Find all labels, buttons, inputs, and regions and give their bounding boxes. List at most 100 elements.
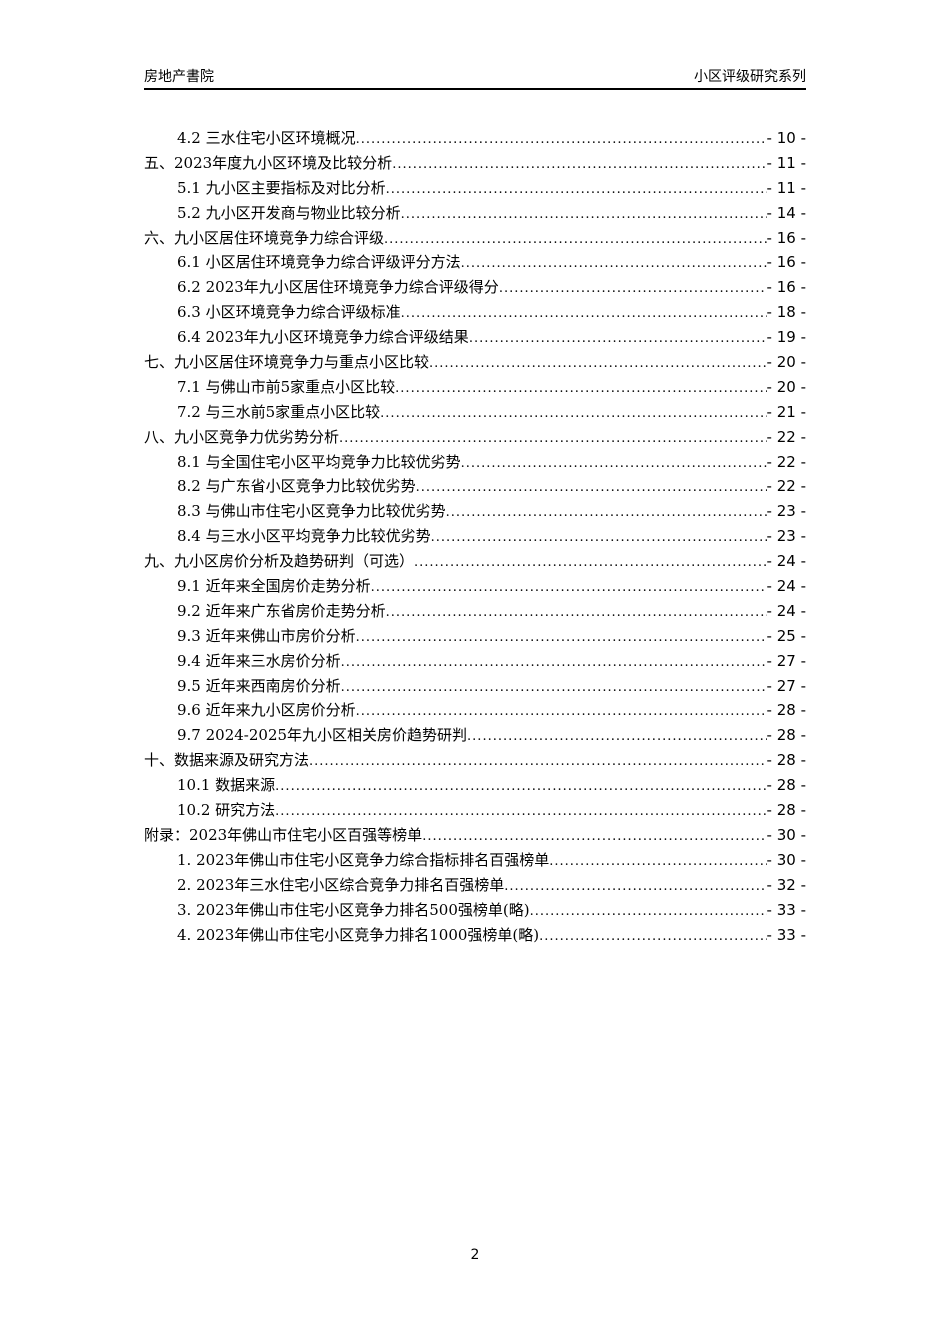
toc-leader-dots bbox=[416, 476, 767, 499]
toc-entry[interactable]: 7.2 与三水前5家重点小区比较 - 21 - bbox=[144, 400, 806, 425]
toc-entry-title[interactable]: 9.7 2024-2025年九小区相关房价趋势研判 bbox=[177, 726, 468, 745]
toc-leader-dots bbox=[309, 750, 767, 773]
toc-entry-title[interactable]: 8.3 与佛山市住宅小区竞争力比较优劣势 bbox=[177, 502, 446, 521]
toc-entry-title[interactable]: 1. 2023年佛山市住宅小区竞争力综合指标排名百强榜单 bbox=[177, 850, 550, 869]
toc-leader-dots bbox=[446, 501, 767, 524]
toc-entry[interactable]: 6.4 2023年九小区环境竞争力综合评级结果 - 19 - bbox=[144, 325, 806, 350]
toc-entry-page: - 22 - bbox=[766, 427, 806, 446]
toc-entry[interactable]: 五、2023年度九小区环境及比较分析 - 11 - bbox=[144, 151, 806, 176]
toc-leader-dots bbox=[467, 725, 767, 748]
toc-entry-title[interactable]: 八、九小区竞争力优劣势分析 bbox=[144, 427, 340, 446]
toc-entry-page: - 28 - bbox=[766, 751, 806, 770]
toc-entry-title[interactable]: 9.5 近年来西南房价分析 bbox=[177, 676, 341, 695]
toc-leader-dots bbox=[461, 252, 767, 275]
toc-entry-title[interactable]: 七、九小区居住环境竞争力与重点小区比较 bbox=[144, 353, 430, 372]
toc-entry-title[interactable]: 六、九小区居住环境竞争力综合评级 bbox=[144, 228, 385, 247]
toc-entry[interactable]: 9.3 近年来佛山市房价分析 - 25 - bbox=[144, 624, 806, 649]
toc-entry-title[interactable]: 3. 2023年佛山市住宅小区竞争力排名500强榜单(略) bbox=[177, 900, 530, 919]
toc-entry[interactable]: 8.3 与佛山市住宅小区竞争力比较优劣势 - 23 - bbox=[144, 499, 806, 524]
toc-entry[interactable]: 2. 2023年三水住宅小区综合竞争力排名百强榜单 - 32 - bbox=[144, 873, 806, 898]
toc-entry[interactable]: 4. 2023年佛山市住宅小区竞争力排名1000强榜单(略) - 33 - bbox=[144, 923, 806, 948]
toc-entry-title[interactable]: 7.1 与佛山市前5家重点小区比较 bbox=[177, 377, 396, 396]
toc-entry[interactable]: 八、九小区竞争力优劣势分析 - 22 - bbox=[144, 425, 806, 450]
toc-leader-dots bbox=[401, 203, 767, 226]
toc-entry-title[interactable]: 附录：2023年佛山市住宅小区百强等榜单 bbox=[144, 825, 423, 844]
toc-entry[interactable]: 9.7 2024-2025年九小区相关房价趋势研判 - 28 - bbox=[144, 723, 806, 748]
toc-leader-dots bbox=[539, 925, 766, 948]
toc-entry[interactable]: 七、九小区居住环境竞争力与重点小区比较 - 20 - bbox=[144, 350, 806, 375]
toc-entry-title[interactable]: 2. 2023年三水住宅小区综合竞争力排名百强榜单 bbox=[177, 875, 505, 894]
toc-entry-title[interactable]: 8.1 与全国住宅小区平均竞争力比较优劣势 bbox=[177, 452, 461, 471]
toc-entry-title[interactable]: 4.2 三水住宅小区环境概况 bbox=[177, 129, 356, 147]
toc-entry-page: - 21 - bbox=[766, 402, 806, 421]
toc-entry-title[interactable]: 9.6 近年来九小区房价分析 bbox=[177, 701, 356, 720]
toc-entry-title[interactable]: 6.3 小区环境竞争力综合评级标准 bbox=[177, 303, 401, 322]
toc-entry-page: - 11 - bbox=[766, 178, 806, 197]
toc-entry[interactable]: 5.2 九小区开发商与物业比较分析 - 14 - bbox=[144, 201, 806, 226]
toc-entry-page: - 11 - bbox=[766, 153, 806, 172]
header-series: 小区评级研究系列 bbox=[694, 69, 806, 85]
toc-entry-page: - 32 - bbox=[766, 875, 806, 894]
toc-entry[interactable]: 8.1 与全国住宅小区平均竞争力比较优劣势 - 22 - bbox=[144, 450, 806, 475]
toc-entry-page: - 33 - bbox=[766, 925, 806, 944]
toc-entry-title[interactable]: 10.1 数据来源 bbox=[177, 776, 276, 795]
toc-entry[interactable]: 10.1 数据来源 - 28 - bbox=[144, 773, 806, 798]
toc-entry-page: - 23 - bbox=[766, 502, 806, 521]
toc-entry-page: - 28 - bbox=[766, 701, 806, 720]
toc-leader-dots bbox=[395, 377, 766, 400]
toc-entry[interactable]: 7.1 与佛山市前5家重点小区比较 - 20 - bbox=[144, 375, 806, 400]
toc-entry[interactable]: 9.4 近年来三水房价分析 - 27 - bbox=[144, 649, 806, 674]
toc-entry[interactable]: 10.2 研究方法 - 28 - bbox=[144, 798, 806, 823]
toc-entry[interactable]: 六、九小区居住环境竞争力综合评级 - 16 - bbox=[144, 226, 806, 251]
toc-entry-title[interactable]: 10.2 研究方法 bbox=[177, 801, 276, 820]
toc-entry-title[interactable]: 6.1 小区居住环境竞争力综合评级评分方法 bbox=[177, 253, 461, 272]
toc-entry-page: - 25 - bbox=[766, 626, 806, 645]
toc-entry-page: - 10 - bbox=[766, 129, 806, 147]
toc-entry[interactable]: 1. 2023年佛山市住宅小区竞争力综合指标排名百强榜单 - 30 - bbox=[144, 848, 806, 873]
toc-entry[interactable]: 九、九小区房价分析及趋势研判（可选） - 24 - bbox=[144, 549, 806, 574]
toc-entry-title[interactable]: 5.1 九小区主要指标及对比分析 bbox=[177, 178, 386, 197]
toc-entry-page: - 22 - bbox=[766, 477, 806, 496]
toc-entry-title[interactable]: 6.4 2023年九小区环境竞争力综合评级结果 bbox=[177, 328, 469, 347]
toc-entry-title[interactable]: 九、九小区房价分析及趋势研判（可选） bbox=[144, 552, 415, 571]
toc-entry[interactable]: 9.1 近年来全国房价走势分析 - 24 - bbox=[144, 574, 806, 599]
toc-entry-title[interactable]: 4. 2023年佛山市住宅小区竞争力排名1000强榜单(略) bbox=[177, 925, 540, 944]
toc-entry[interactable]: 9.5 近年来西南房价分析 - 27 - bbox=[144, 674, 806, 699]
toc-entry-title[interactable]: 6.2 2023年九小区居住环境竞争力综合评级得分 bbox=[177, 278, 499, 297]
toc-entry[interactable]: 8.4 与三水小区平均竞争力比较优劣势 - 23 - bbox=[144, 524, 806, 549]
toc-entry-page: - 28 - bbox=[766, 801, 806, 820]
toc-entry[interactable]: 6.1 小区居住环境竞争力综合评级评分方法 - 16 - bbox=[144, 250, 806, 275]
toc-entry-title[interactable]: 5.2 九小区开发商与物业比较分析 bbox=[177, 203, 401, 222]
toc-entry-title[interactable]: 五、2023年度九小区环境及比较分析 bbox=[144, 153, 393, 172]
toc-entry[interactable]: 3. 2023年佛山市住宅小区竞争力排名500强榜单(略) - 33 - bbox=[144, 898, 806, 923]
toc-entry-title[interactable]: 8.2 与广东省小区竞争力比较优劣势 bbox=[177, 477, 416, 496]
toc-entry-page: - 23 - bbox=[766, 527, 806, 546]
toc-entry-title[interactable]: 8.4 与三水小区平均竞争力比较优劣势 bbox=[177, 527, 431, 546]
toc-leader-dots bbox=[401, 302, 767, 325]
toc-leader-dots bbox=[275, 800, 766, 823]
toc-leader-dots bbox=[339, 427, 767, 450]
toc-entry[interactable]: 9.2 近年来广东省房价走势分析 - 24 - bbox=[144, 599, 806, 624]
toc-entry[interactable]: 十、数据来源及研究方法 - 28 - bbox=[144, 748, 806, 773]
toc-leader-dots bbox=[530, 900, 767, 923]
toc-entry[interactable]: 附录：2023年佛山市住宅小区百强等榜单 - 30 - bbox=[144, 823, 806, 848]
toc-entry[interactable]: 9.6 近年来九小区房价分析 - 28 - bbox=[144, 698, 806, 723]
toc-entry-page: - 30 - bbox=[766, 825, 806, 844]
toc-entry[interactable]: 8.2 与广东省小区竞争力比较优劣势 - 22 - bbox=[144, 474, 806, 499]
toc-entry-title[interactable]: 9.2 近年来广东省房价走势分析 bbox=[177, 601, 386, 620]
toc-entry-title[interactable]: 十、数据来源及研究方法 bbox=[144, 751, 310, 770]
toc-entry[interactable]: 4.2 三水住宅小区环境概况 - 10 - bbox=[144, 126, 806, 151]
page-header: 房地产書院 小区评级研究系列 bbox=[144, 66, 806, 90]
toc-leader-dots bbox=[341, 676, 767, 699]
toc-entry[interactable]: 6.3 小区环境竞争力综合评级标准 - 18 - bbox=[144, 300, 806, 325]
toc-entry[interactable]: 5.1 九小区主要指标及对比分析 - 11 - bbox=[144, 176, 806, 201]
toc-entry-page: - 24 - bbox=[766, 552, 806, 571]
toc-entry-page: - 14 - bbox=[766, 203, 806, 222]
toc-entry-title[interactable]: 9.4 近年来三水房价分析 bbox=[177, 651, 341, 670]
toc-leader-dots bbox=[422, 825, 766, 848]
toc-entry[interactable]: 6.2 2023年九小区居住环境竞争力综合评级得分 - 16 - bbox=[144, 275, 806, 300]
toc-entry-title[interactable]: 7.2 与三水前5家重点小区比较 bbox=[177, 402, 381, 421]
header-publisher: 房地产書院 bbox=[144, 69, 214, 85]
toc-entry-title[interactable]: 9.1 近年来全国房价走势分析 bbox=[177, 577, 371, 596]
toc-entry-title[interactable]: 9.3 近年来佛山市房价分析 bbox=[177, 626, 356, 645]
